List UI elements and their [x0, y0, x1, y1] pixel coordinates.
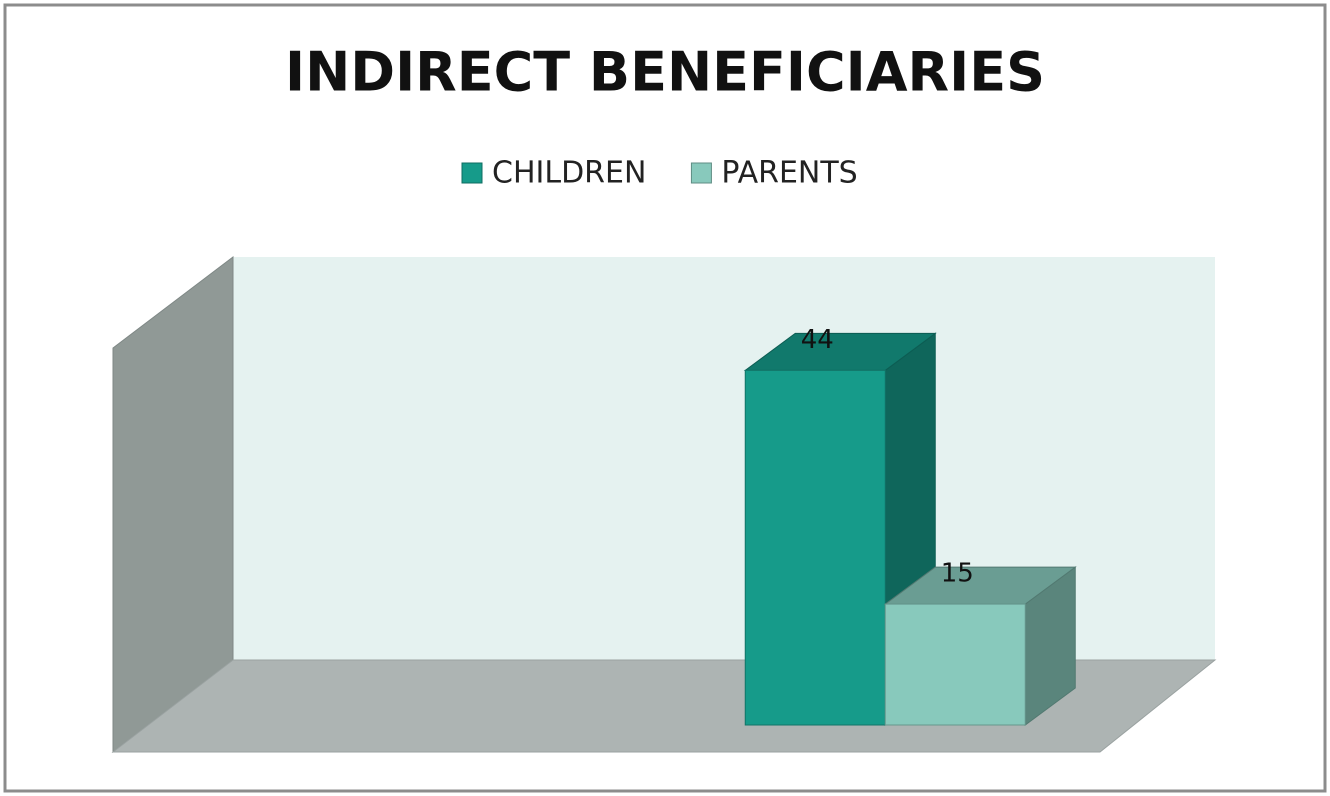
- data-label: 15: [941, 559, 974, 589]
- data-label: 44: [801, 325, 834, 355]
- back-wall: [233, 257, 1215, 660]
- legend-label: PARENTS: [721, 156, 857, 191]
- bar: [744, 369, 886, 726]
- legend-swatch: [690, 162, 712, 184]
- bar: [884, 603, 1026, 726]
- legend-label: CHILDREN: [492, 156, 646, 191]
- chart-title: INDIRECT BENEFICIARIES: [285, 41, 1045, 104]
- legend-swatch: [461, 162, 483, 184]
